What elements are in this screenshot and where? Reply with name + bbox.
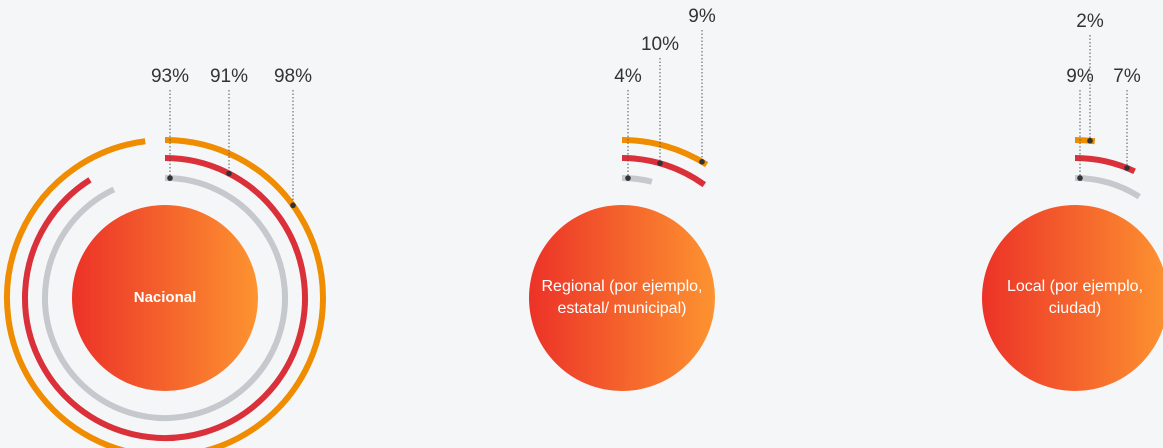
leader-dot xyxy=(290,202,296,209)
category-circle xyxy=(72,205,258,391)
category-label: Local (por ejemplo, ciudad) xyxy=(1006,278,1144,317)
leader-dot xyxy=(1077,175,1083,181)
category-label: Regional (por ejemplo, estatal/ municipa… xyxy=(541,278,703,317)
category-circle xyxy=(982,205,1163,391)
arc-bar xyxy=(621,175,653,185)
value-label: 98% xyxy=(274,66,312,87)
arc-bar xyxy=(1074,155,1136,175)
leader-dot xyxy=(167,175,173,181)
value-label: 9% xyxy=(1066,66,1094,87)
leader-dot xyxy=(657,160,663,167)
leader-dot xyxy=(625,175,631,181)
leader-dot xyxy=(226,170,232,177)
arc-bar xyxy=(621,137,709,168)
leader-dot xyxy=(1087,137,1093,144)
value-label: 9% xyxy=(688,6,716,27)
arc-bar xyxy=(1074,175,1141,200)
value-label: 4% xyxy=(614,66,642,87)
value-label: 10% xyxy=(641,34,679,55)
category-circle xyxy=(529,205,715,391)
value-label: 7% xyxy=(1113,66,1141,87)
value-label: 91% xyxy=(210,66,248,87)
arc-bar xyxy=(22,155,308,441)
arc-bar xyxy=(4,137,326,448)
category-label: Nacional xyxy=(133,289,197,306)
arc-bar xyxy=(621,155,707,188)
value-label: 93% xyxy=(151,66,189,87)
leader-dot xyxy=(699,158,705,165)
arc-bar xyxy=(42,175,288,421)
leader-dot xyxy=(1124,165,1130,171)
arc-bar xyxy=(1074,137,1096,145)
value-label: 2% xyxy=(1076,11,1104,32)
